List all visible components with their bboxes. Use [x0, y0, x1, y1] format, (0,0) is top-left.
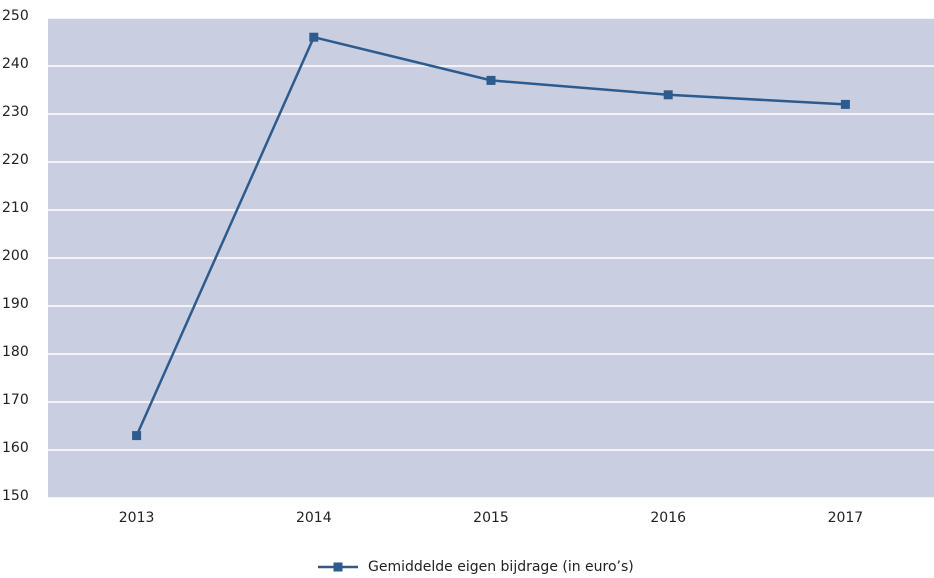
y-tick-label: 170 — [2, 392, 29, 408]
point — [840, 99, 850, 109]
point — [486, 75, 496, 85]
y-tick-label: 190 — [2, 296, 29, 312]
y-tick-label: 200 — [2, 248, 29, 264]
y-tick-label: 210 — [2, 200, 29, 216]
x-tick-label: 2017 — [828, 510, 864, 526]
y-tick-label: 180 — [2, 344, 29, 360]
point — [663, 90, 673, 100]
y-tick-label: 160 — [2, 440, 29, 456]
y-tick-label: 240 — [2, 56, 29, 72]
point — [309, 32, 319, 42]
x-tick-label: 2014 — [296, 510, 332, 526]
y-tick-label: 230 — [2, 104, 29, 120]
x-tick-label: 2015 — [473, 510, 509, 526]
point — [132, 431, 142, 441]
x-tick-label: 2016 — [650, 510, 686, 526]
legend-marker — [333, 562, 343, 572]
y-tick-label: 250 — [2, 8, 29, 24]
y-tick-label: 150 — [2, 488, 29, 504]
y-tick-label: 220 — [2, 152, 29, 168]
legend-label: Gemiddelde eigen bijdrage (in euro’s) — [368, 559, 634, 575]
x-tick-label: 2013 — [119, 510, 155, 526]
